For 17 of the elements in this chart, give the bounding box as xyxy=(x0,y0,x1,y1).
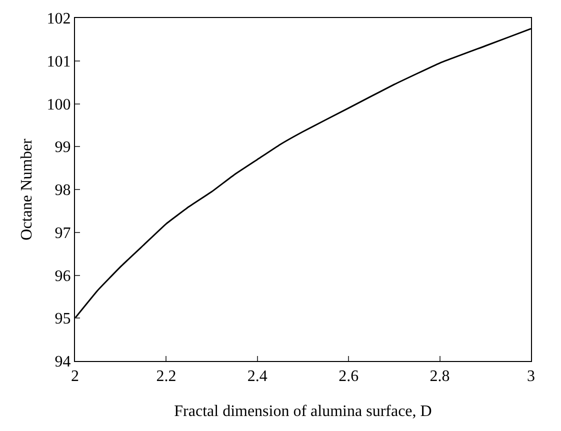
y-tick-label: 100 xyxy=(46,96,71,114)
x-tick-label: 2.4 xyxy=(247,368,268,386)
x-tick-label: 2 xyxy=(71,368,79,386)
y-tick-label: 101 xyxy=(46,53,71,70)
x-tick-label: 3 xyxy=(527,368,535,386)
y-tick-label: 96 xyxy=(54,268,71,285)
y-tick-label: 95 xyxy=(54,310,71,328)
y-tick-label: 98 xyxy=(54,182,71,200)
x-tick-label: 2.6 xyxy=(338,368,359,386)
x-tick-label: 2.8 xyxy=(430,368,450,386)
y-tick-label: 102 xyxy=(46,10,71,28)
y-tick-label: 99 xyxy=(54,139,71,156)
y-tick-label: 94 xyxy=(54,354,71,371)
y-tick-label: 97 xyxy=(54,224,71,242)
x-axis-title: Fractal dimension of alumina surface, D xyxy=(174,402,432,420)
x-tick-label: 2.2 xyxy=(156,368,176,386)
y-axis-title: Octane Number xyxy=(18,138,36,240)
